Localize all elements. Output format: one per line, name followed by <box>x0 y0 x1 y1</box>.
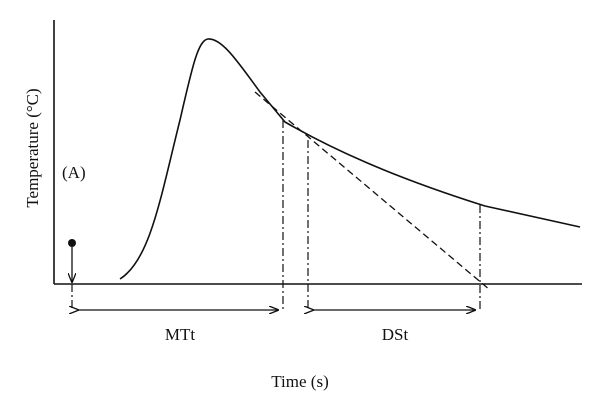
interval-1-label: MTt <box>165 325 196 344</box>
interval-2-label: DSt <box>382 325 409 344</box>
marker-dot <box>68 239 76 247</box>
x-axis-label: Time (s) <box>271 372 328 391</box>
temperature-curve <box>119 38 581 280</box>
marker-label: (A) <box>62 163 86 182</box>
tangent-line <box>254 91 491 291</box>
y-axis-label: Temperature (°C) <box>23 88 42 207</box>
